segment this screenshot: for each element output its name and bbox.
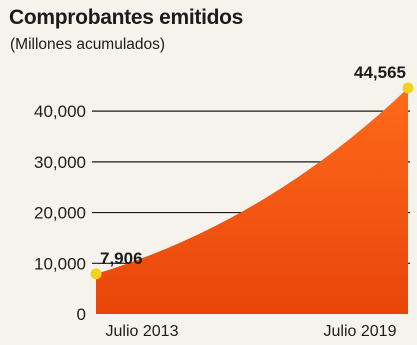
- y-tick-label: 0: [77, 305, 86, 324]
- data-label: 44,565: [354, 63, 406, 82]
- chart-title: Comprobantes emitidos: [9, 6, 244, 29]
- y-tick-label: 40,000: [34, 102, 86, 121]
- data-labels: 7,906 44,565: [100, 63, 406, 268]
- area-series: [96, 88, 408, 314]
- y-tick-label: 10,000: [34, 254, 86, 273]
- data-point-marker: [402, 82, 414, 94]
- x-tick-label: Julio 2019: [324, 323, 397, 340]
- y-tick-label: 20,000: [34, 204, 86, 223]
- y-tick-label: 30,000: [34, 153, 86, 172]
- data-markers: [90, 82, 414, 280]
- x-tick-label: Julio 2013: [106, 323, 179, 340]
- data-label: 7,906: [100, 249, 143, 268]
- y-axis-tick-labels: 0 10,000 20,000 30,000 40,000: [34, 102, 86, 324]
- x-axis-tick-labels: Julio 2013 Julio 2019: [106, 323, 397, 340]
- chart-subtitle: (Millones acumulados): [10, 36, 166, 53]
- data-point-marker: [90, 268, 102, 280]
- area-fill: [96, 88, 408, 314]
